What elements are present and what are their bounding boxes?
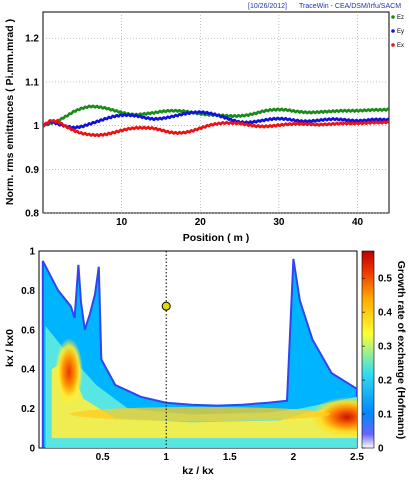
top-series-group [43, 104, 389, 138]
top-x-tick-label: 40 [352, 217, 364, 228]
legend-label-ex: Ex [397, 43, 404, 49]
series-line-ey [43, 110, 389, 130]
top-x-axis-label: Position ( m ) [183, 232, 250, 244]
legend-label-ey: Ey [397, 29, 404, 35]
top-plot-frame [42, 11, 390, 214]
colorbar-tick-label: 0 [378, 444, 384, 455]
heatmap-field [41, 258, 357, 448]
bottom-x-tick-label: 0.5 [96, 452, 110, 463]
heatmap-band-glow [70, 407, 330, 421]
colorbar-tick-label: 0.1 [378, 410, 392, 421]
bottom-y-tick-label: 0.6 [21, 325, 35, 336]
bottom-y-tick-label: 0.8 [21, 286, 35, 297]
bottom-x-tick-label: 1 [163, 452, 169, 463]
bottom-x-axis-label: kz / kx [182, 465, 214, 477]
heatmap-unstable-region [41, 258, 357, 448]
emittance-chart: 10 20 30 40 0.8 0.9 1 1.1 1.2 Position ( m ) Nor… [4, 11, 404, 244]
bottom-tick-labels: 0.5 1 1.5 2 2.5 0 0.2 0.4 0.6 0.8 1 [21, 247, 364, 464]
colorbar-label: Growth rate of exchange (Hofmann) [395, 261, 407, 440]
colorbar-tick-labels: 0 0.1 0.2 0.3 0.4 0.5 [362, 274, 392, 455]
colorbar [361, 250, 375, 449]
bottom-y-axis-label: kx / kx0 [4, 329, 16, 367]
colorbar-tick-label: 0.5 [378, 274, 392, 285]
top-y-tick-label: 1.2 [25, 34, 39, 45]
bottom-y-tick-label: 0 [29, 444, 35, 455]
bottom-y-tick-label: 0.4 [21, 365, 35, 376]
top-y-axis-label: Norm. rms emittances ( Pi.mm.mrad ) [4, 19, 16, 205]
bottom-x-tick-label: 2 [291, 452, 297, 463]
growth-rate-chart: 0.5 1 1.5 2 2.5 0 0.2 0.4 0.6 0.8 1 kz / kx kx / k… [4, 247, 407, 478]
colorbar-tick-label: 0.4 [378, 308, 392, 319]
top-y-tick-label: 0.8 [25, 209, 39, 220]
bottom-x-tick-label: 2.5 [350, 452, 364, 463]
legend-swatch-ex [391, 43, 395, 47]
header-software: TraceWin - CEA/DSM/Irfu/SACM [299, 3, 401, 10]
top-x-tick-label: 10 [116, 217, 128, 228]
colorbar-tick-label: 0.2 [378, 376, 392, 387]
bottom-y-tick-label: 1 [29, 247, 35, 258]
top-y-tick-label: 1.1 [25, 77, 39, 88]
colorbar-tick-label: 0.3 [378, 342, 392, 353]
series-line-ex [43, 119, 389, 138]
top-x-tick-label: 20 [195, 217, 207, 228]
legend-swatch-ez [391, 15, 395, 19]
top-x-tick-label: 30 [273, 217, 285, 228]
top-y-tick-label: 0.9 [25, 165, 39, 176]
header-date: [10/26/2012] [248, 3, 287, 10]
heatmap-hotspot-right [311, 397, 357, 437]
working-point-marker [161, 301, 171, 311]
heatmap-hotspot-left [55, 338, 83, 406]
legend-swatch-ey [391, 29, 395, 33]
bottom-x-tick-label: 1.5 [223, 452, 237, 463]
legend-label-ez: Ez [397, 15, 404, 21]
bottom-y-tick-label: 0.2 [21, 404, 35, 415]
top-tick-labels: 10 20 30 40 0.8 0.9 1 1.1 1.2 [25, 34, 363, 228]
top-y-tick-label: 1 [33, 121, 39, 132]
top-legend: Ez Ey Ex [391, 15, 404, 49]
